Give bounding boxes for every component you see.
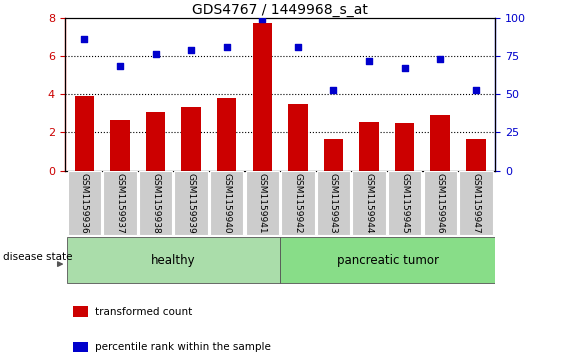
- Text: GSM1159945: GSM1159945: [400, 173, 409, 234]
- Text: percentile rank within the sample: percentile rank within the sample: [95, 342, 271, 352]
- FancyBboxPatch shape: [317, 171, 350, 235]
- Bar: [146, 113, 166, 171]
- Point: [151, 52, 160, 57]
- FancyBboxPatch shape: [423, 171, 457, 235]
- Text: GSM1159947: GSM1159947: [471, 173, 480, 234]
- Bar: [74, 96, 94, 171]
- FancyBboxPatch shape: [352, 171, 386, 235]
- Bar: [110, 120, 129, 171]
- Text: GSM1159940: GSM1159940: [222, 173, 231, 234]
- Bar: [73, 342, 88, 352]
- FancyBboxPatch shape: [210, 171, 243, 235]
- Text: GSM1159946: GSM1159946: [436, 173, 445, 234]
- Text: GSM1159943: GSM1159943: [329, 173, 338, 234]
- Bar: [431, 115, 450, 171]
- Point: [471, 87, 480, 93]
- FancyBboxPatch shape: [280, 237, 495, 284]
- Point: [365, 58, 374, 64]
- FancyBboxPatch shape: [139, 171, 172, 235]
- Text: healthy: healthy: [151, 254, 195, 267]
- Text: GSM1159936: GSM1159936: [80, 173, 89, 234]
- Point: [400, 65, 409, 70]
- Text: pancreatic tumor: pancreatic tumor: [337, 254, 439, 267]
- Bar: [324, 139, 343, 171]
- Bar: [181, 107, 201, 171]
- Point: [186, 47, 195, 53]
- Text: GSM1159938: GSM1159938: [151, 173, 160, 234]
- FancyBboxPatch shape: [459, 171, 493, 235]
- Point: [80, 36, 89, 42]
- Bar: [73, 306, 88, 317]
- Point: [115, 63, 124, 69]
- Point: [258, 16, 267, 22]
- Text: transformed count: transformed count: [95, 307, 192, 317]
- Text: disease state: disease state: [3, 252, 72, 262]
- Point: [293, 44, 302, 50]
- Title: GDS4767 / 1449968_s_at: GDS4767 / 1449968_s_at: [192, 3, 368, 17]
- FancyBboxPatch shape: [66, 237, 280, 284]
- Text: GSM1159941: GSM1159941: [258, 173, 267, 234]
- Bar: [253, 23, 272, 171]
- Bar: [395, 123, 414, 171]
- Bar: [466, 139, 486, 171]
- FancyBboxPatch shape: [281, 171, 315, 235]
- Bar: [217, 98, 236, 171]
- FancyBboxPatch shape: [388, 171, 421, 235]
- Text: GSM1159937: GSM1159937: [115, 173, 124, 234]
- Bar: [288, 104, 307, 171]
- Point: [329, 87, 338, 93]
- FancyBboxPatch shape: [103, 171, 137, 235]
- FancyBboxPatch shape: [175, 171, 208, 235]
- Point: [436, 56, 445, 62]
- Point: [222, 44, 231, 50]
- Text: GSM1159939: GSM1159939: [186, 173, 195, 234]
- FancyBboxPatch shape: [245, 171, 279, 235]
- FancyBboxPatch shape: [68, 171, 101, 235]
- Text: GSM1159942: GSM1159942: [293, 173, 302, 233]
- Text: GSM1159944: GSM1159944: [365, 173, 374, 233]
- Bar: [359, 122, 379, 171]
